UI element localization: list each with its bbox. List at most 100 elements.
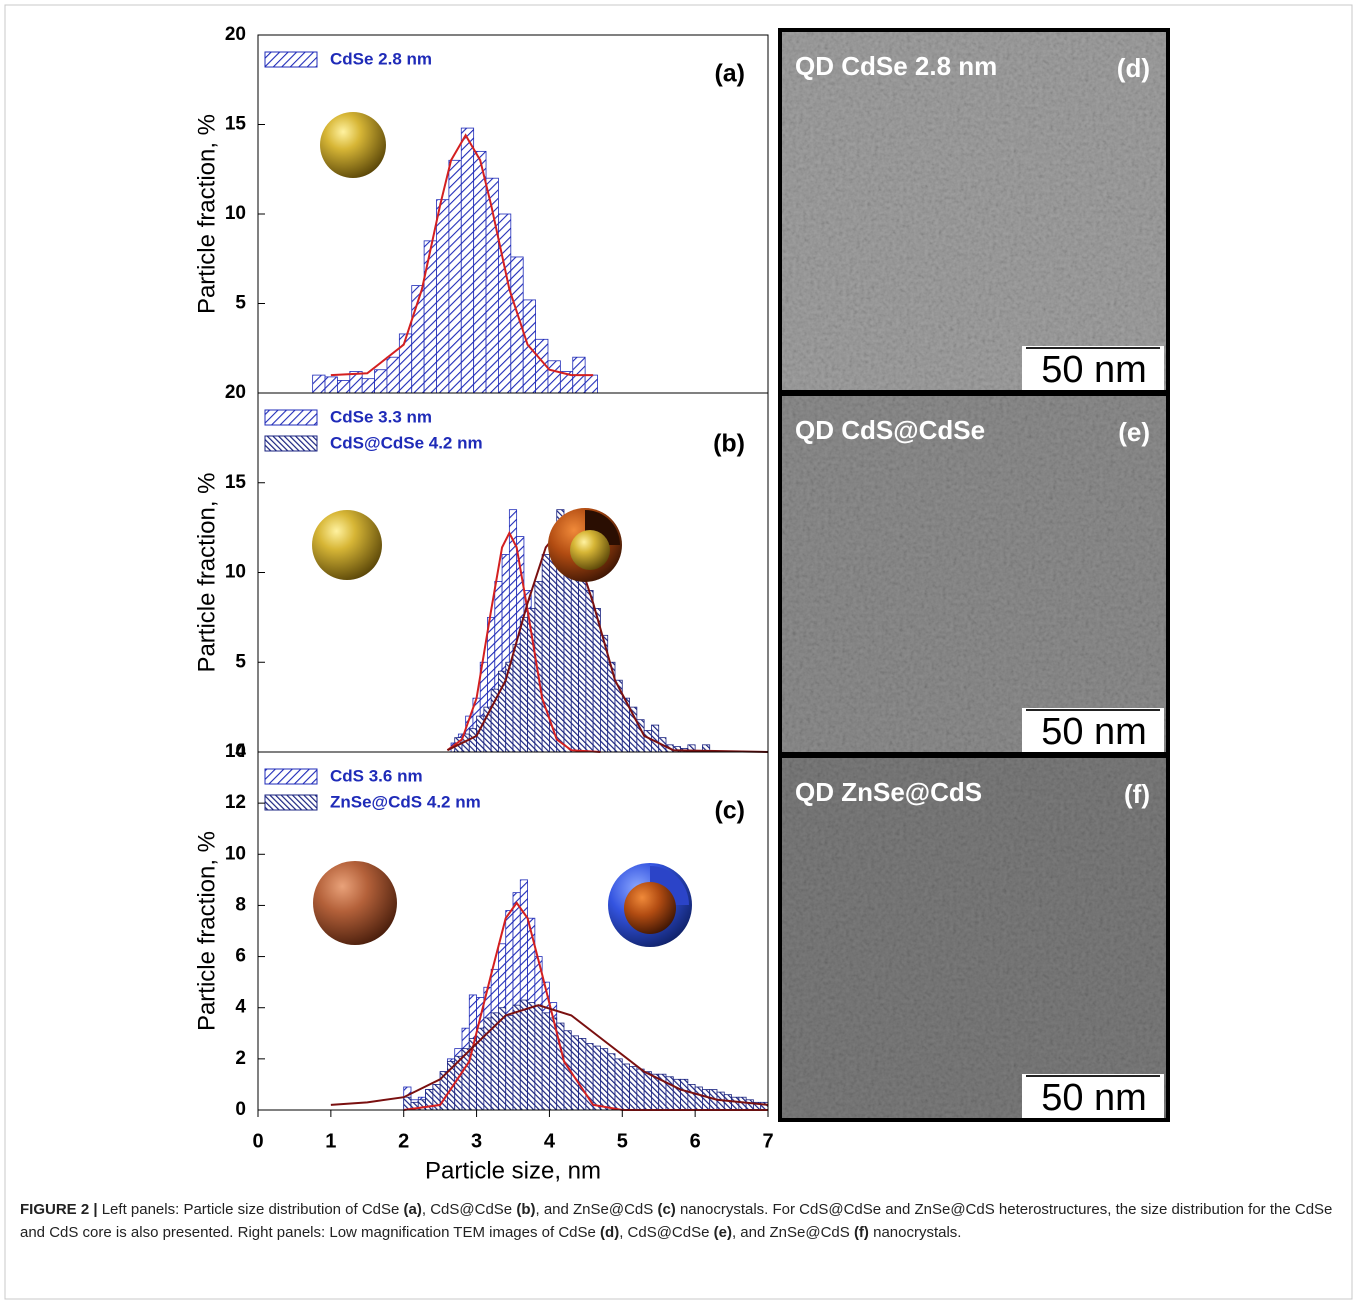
bar [337, 380, 351, 394]
fit-curve [330, 1004, 769, 1106]
caption-ref: (f) [853, 1224, 869, 1241]
fit-curve [446, 530, 601, 753]
scale-box [1022, 708, 1164, 752]
scale-box [1022, 1074, 1164, 1118]
bar [527, 1002, 536, 1111]
bar [578, 563, 587, 753]
bar [621, 1063, 630, 1111]
panel-label: (a) [714, 60, 745, 88]
tem-grain [780, 30, 1168, 392]
caption-text: , CdS@CdSe [619, 1224, 714, 1241]
bar [665, 1076, 674, 1111]
tem-image: QD ZnSe@CdS (f) 50 nm [778, 754, 1170, 1122]
tem-panel-label: (e) [1118, 417, 1150, 447]
figure-frame [4, 4, 1353, 1300]
scale-label: 50 nm [1041, 349, 1147, 391]
bar [498, 213, 512, 394]
bar [512, 1004, 521, 1111]
caption-ref: (a) [403, 1201, 422, 1218]
bar [607, 1053, 616, 1111]
bar [614, 1058, 623, 1111]
legend-swatch [264, 794, 318, 811]
fit-curve [330, 133, 594, 377]
bar [505, 1014, 514, 1111]
bar [651, 724, 660, 753]
plot: CdSe 2.8 nm 5 10 15 20 Particle fraction, % (a… [193, 24, 769, 394]
y-tick-label: 10 [225, 562, 246, 583]
x-tick-label: 6 [690, 1130, 701, 1152]
bar [731, 1096, 740, 1111]
bar [541, 554, 550, 753]
x-axis-label: Particle size, nm [425, 1157, 601, 1184]
scale-box [1022, 346, 1164, 390]
bar [519, 999, 528, 1111]
bar [584, 374, 598, 394]
bar [361, 378, 375, 394]
y-tick-label: 8 [235, 894, 246, 915]
x-tick-label: 0 [252, 1130, 263, 1152]
fit-curve [403, 901, 768, 1111]
bar [468, 728, 477, 753]
tem-panel-label: (f) [1124, 779, 1150, 809]
bar [512, 643, 521, 753]
x-tick-label: 3 [471, 1130, 482, 1152]
tem-panel-label: (d) [1117, 53, 1150, 83]
tem-border [778, 754, 1170, 1122]
caption-text: , and ZnSe@CdS [731, 1224, 854, 1241]
caption-text: , and ZnSe@CdS [535, 1201, 658, 1218]
bar [592, 1045, 601, 1111]
y-tick-label: 20 [225, 382, 246, 403]
bar [629, 1066, 638, 1111]
bar [519, 616, 528, 753]
y-tick-label: 2 [235, 1048, 246, 1069]
caption-label: FIGURE 2 | [20, 1201, 98, 1218]
bar [423, 240, 437, 394]
x-tick-label: 5 [617, 1130, 628, 1152]
scale-label: 50 nm [1041, 711, 1147, 753]
tem-label: QD CdS@CdSe [795, 415, 985, 445]
x-tick-label: 2 [398, 1130, 409, 1152]
tem-grain [780, 394, 1168, 754]
plot-frame [257, 751, 769, 1111]
y-tick-label: 12 [225, 792, 246, 813]
caption-text: nanocrystals. For CdS@CdSe and ZnSe@CdS … [20, 1201, 1333, 1241]
bar [636, 1068, 645, 1111]
bar [403, 1096, 412, 1111]
y-tick-label: 5 [235, 651, 246, 672]
y-tick-label: 20 [225, 24, 246, 45]
legend-label: ZnSe@CdS 4.2 nm [330, 792, 481, 811]
y-tick-label: 0 [235, 1099, 246, 1120]
bar [723, 1094, 732, 1111]
y-tick-label: 5 [235, 293, 246, 314]
bar [547, 360, 561, 394]
bar [600, 1048, 609, 1111]
caption: FIGURE 2 | Left panels: Particle size di… [20, 1198, 1336, 1244]
y-axis-label: Particle fraction, % [193, 831, 220, 1031]
y-tick-label: 10 [225, 843, 246, 864]
scale-label: 50 nm [1041, 1077, 1147, 1119]
caption-ref: (d) [600, 1224, 620, 1241]
tem-grain [780, 756, 1168, 1120]
y-tick-label: 10 [225, 203, 246, 224]
bar [386, 356, 400, 394]
bar [592, 608, 601, 753]
y-tick-label: 0 [235, 741, 246, 762]
y-axis-label: Particle fraction, % [193, 472, 220, 672]
bar [312, 374, 326, 394]
panel-label: (c) [714, 797, 745, 825]
bar [585, 590, 594, 753]
bar [651, 1073, 660, 1111]
bar [534, 1004, 543, 1111]
caption-ref: (e) [713, 1224, 732, 1241]
bar [672, 1078, 681, 1111]
bar [745, 1099, 754, 1111]
bar [643, 1071, 652, 1111]
bar [436, 199, 450, 394]
legend-label: CdSe 3.3 nm [330, 407, 432, 426]
y-tick-label: 6 [235, 946, 246, 967]
caption-ref: (b) [516, 1201, 536, 1218]
tem-image: QD CdS@CdSe (e) 50 nm [778, 392, 1170, 756]
legend-swatch [264, 409, 318, 426]
